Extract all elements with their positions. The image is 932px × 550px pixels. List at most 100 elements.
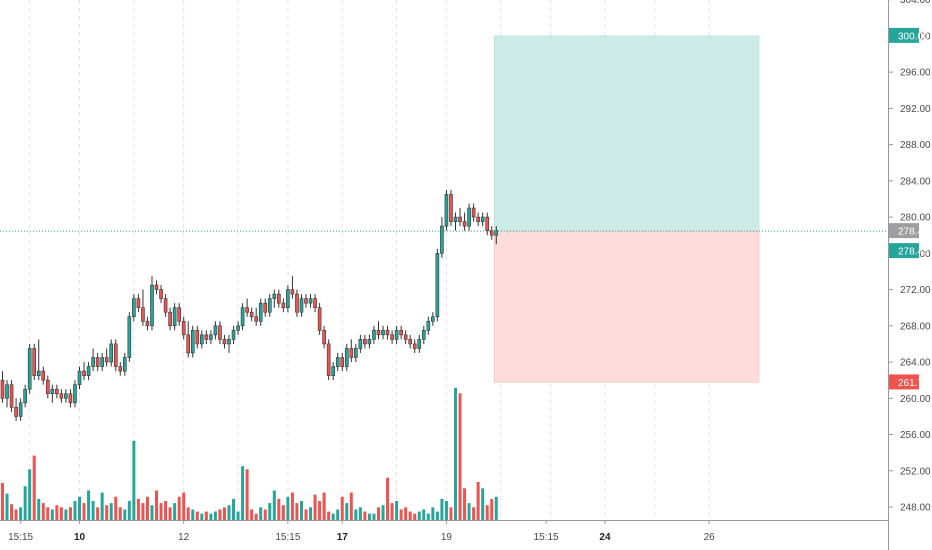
volume-bar: [463, 488, 467, 520]
volume-bar: [127, 500, 131, 520]
volume-bar: [150, 505, 154, 520]
volume-bar: [227, 505, 231, 520]
stop-price-badge: [889, 374, 919, 390]
volume-bar: [204, 511, 208, 520]
volume-bar: [259, 507, 263, 520]
candle-body: [0, 379, 5, 399]
candle-body: [195, 330, 200, 345]
candle-body: [136, 298, 141, 308]
volume-bar: [367, 513, 371, 520]
volume-bar: [281, 505, 285, 520]
target-zone[interactable]: [494, 35, 760, 232]
candle-body: [372, 330, 376, 340]
volume-bar: [454, 388, 457, 520]
candle-body: [172, 307, 177, 327]
candle-body: [245, 307, 249, 313]
candle-body: [281, 302, 286, 308]
candle-body: [240, 307, 245, 327]
candle-body: [326, 343, 331, 376]
candle-body: [412, 343, 417, 349]
time-tick-label: 15:15: [275, 532, 300, 543]
volume-bar: [23, 486, 27, 520]
volume-bar: [200, 513, 204, 520]
volume-bar: [327, 511, 331, 520]
volume-bar: [444, 500, 448, 520]
candle-body: [23, 388, 27, 404]
candle-body: [104, 357, 109, 363]
volume-bar: [354, 509, 358, 520]
candle-body: [467, 207, 471, 227]
volume-bar: [372, 513, 376, 520]
candle-body: [154, 284, 159, 290]
time-tick-label: 19: [441, 532, 453, 543]
candle-body: [95, 357, 100, 367]
candle-body: [236, 325, 240, 331]
volume-bar: [381, 505, 385, 520]
volume-bar: [304, 509, 308, 520]
volume-bar: [417, 511, 421, 520]
candle-body: [349, 348, 354, 358]
volume-bar: [1, 483, 4, 520]
candle-body: [222, 339, 227, 345]
volume-bar: [232, 498, 236, 520]
time-tick-label: 24: [599, 532, 611, 543]
candle-body: [394, 330, 399, 340]
candle-body: [286, 289, 290, 308]
volume-bar: [173, 503, 177, 520]
volume-bar: [105, 505, 109, 520]
volume-bar: [100, 492, 104, 520]
price-badges: 300.00 278.45 278.45 261.75: [889, 27, 929, 390]
price-tick-label: 272.00: [900, 285, 931, 296]
price-tick-label: 248.00: [900, 503, 931, 514]
volume-bar: [440, 498, 444, 520]
candle-body: [435, 253, 440, 318]
volume-bar: [46, 507, 50, 520]
volume-bar: [168, 507, 172, 520]
candle-body: [277, 293, 281, 304]
candle-body: [290, 289, 295, 295]
time-tick-label: 15:15: [534, 532, 559, 543]
price-tick-label: 280.00: [900, 213, 931, 224]
volume-bar: [78, 496, 82, 520]
candle-body: [313, 298, 317, 308]
price-tick-label: 288.00: [900, 140, 931, 151]
candle-body: [59, 393, 64, 399]
candle-body: [18, 402, 23, 417]
candle-body: [36, 370, 41, 376]
volume-bar: [313, 494, 317, 520]
price-axis[interactable]: 304.00 300.00 296.00 292.00 288.00 284.00 280.…: [888, 0, 931, 550]
candle-body: [127, 316, 132, 358]
volume-bar: [404, 507, 408, 520]
stop-zone[interactable]: [494, 230, 760, 383]
time-axis[interactable]: 15:15 10 12 15:15 17 19 15:15 24 26: [0, 520, 888, 543]
candle-body: [145, 320, 150, 327]
volume-bar: [19, 507, 23, 520]
candle-body: [480, 216, 485, 222]
candle-body: [181, 320, 186, 336]
candle-body: [408, 339, 413, 345]
candle-body: [141, 307, 145, 322]
candle-body: [299, 298, 304, 313]
volume-bar: [123, 509, 127, 520]
candle-body: [354, 348, 358, 358]
volume-bar: [395, 500, 399, 520]
candle-body: [335, 357, 340, 367]
volume-bar: [390, 503, 394, 520]
volume-bar: [290, 492, 294, 520]
volume-bar: [467, 503, 471, 520]
volume-bar: [363, 511, 367, 520]
candle-body: [390, 334, 394, 340]
candle-body: [421, 330, 426, 340]
volume-bar: [358, 507, 362, 520]
candle-body: [177, 307, 181, 322]
candle-body: [113, 343, 118, 367]
volume-bar: [263, 509, 267, 520]
candle-body: [150, 284, 154, 327]
volume-bar: [68, 507, 72, 520]
candle-body: [82, 370, 86, 376]
volume-bar: [145, 496, 149, 520]
candle-body: [14, 407, 18, 417]
candle-body: [453, 216, 458, 222]
candle-body: [231, 330, 236, 340]
